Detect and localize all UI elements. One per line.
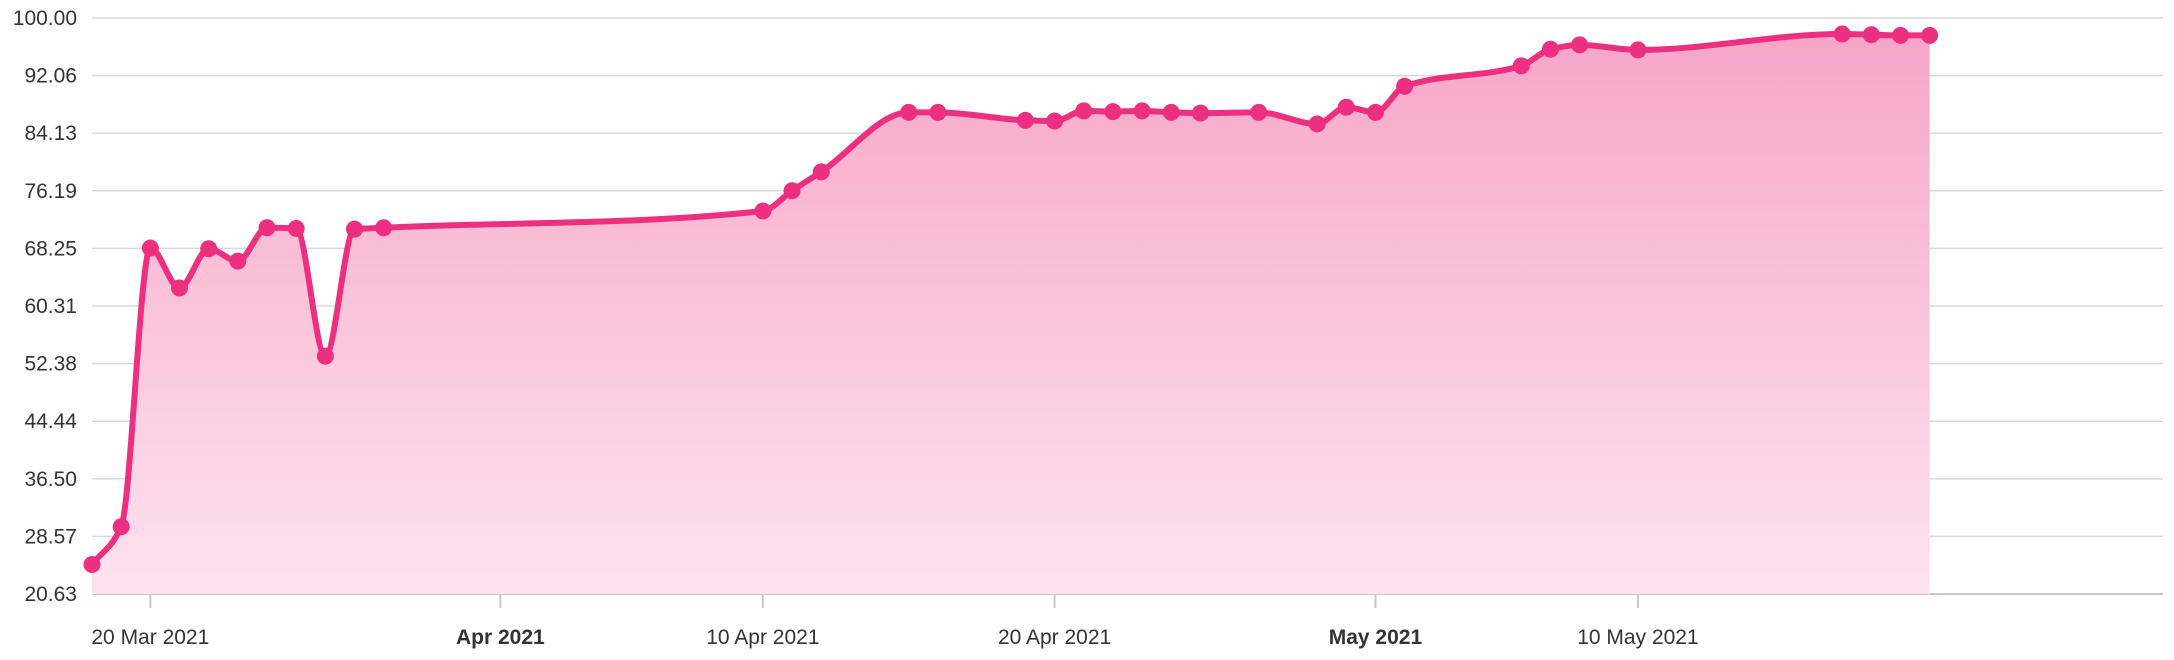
data-point[interactable] [1104,103,1122,121]
series-area [92,33,1930,595]
data-point[interactable] [1162,103,1180,121]
y-tick-label: 52.38 [24,353,77,376]
data-point[interactable] [346,220,364,238]
x-tick-label: 20 Mar 2021 [91,626,209,649]
y-tick-label: 68.25 [24,237,77,260]
data-point[interactable] [1016,111,1034,129]
data-point[interactable] [375,219,393,237]
data-point[interactable] [929,103,947,121]
data-point[interactable] [141,239,159,257]
data-point[interactable] [1921,26,1939,44]
y-tick-label: 20.63 [24,583,77,606]
data-point[interactable] [1862,26,1880,44]
data-point[interactable] [1308,115,1326,133]
data-point[interactable] [1396,77,1414,95]
data-point[interactable] [1571,36,1589,54]
data-point[interactable] [1191,104,1209,122]
data-point[interactable] [1046,112,1064,130]
data-point[interactable] [1833,25,1851,43]
data-point[interactable] [229,252,247,270]
data-point[interactable] [1629,41,1647,59]
data-point[interactable] [1512,57,1530,75]
data-point[interactable] [200,240,218,258]
data-point[interactable] [1075,102,1093,120]
x-tick-label: 20 Apr 2021 [998,626,1111,649]
data-point[interactable] [812,163,830,181]
x-tick-label: 10 Apr 2021 [706,626,819,649]
y-tick-label: 60.31 [24,295,77,318]
y-tick-label: 44.44 [24,410,77,433]
y-axis: 100.00 92.06 84.13 76.19 68.25 60.31 52.38 44.4… [13,7,78,606]
data-point[interactable] [900,103,918,121]
data-point[interactable] [316,347,334,365]
data-point[interactable] [783,182,801,200]
y-tick-label: 84.13 [24,122,77,145]
data-point[interactable] [171,279,189,297]
data-point[interactable] [1250,103,1268,121]
data-point[interactable] [1133,102,1151,120]
x-tick-label: 10 May 2021 [1577,626,1698,649]
y-tick-label: 36.50 [24,468,77,491]
data-point[interactable] [1541,40,1559,58]
data-point[interactable] [258,219,276,237]
x-tick-label: May 2021 [1329,626,1423,649]
data-point[interactable] [1337,98,1355,116]
data-point[interactable] [1891,26,1909,44]
x-tick-label: Apr 2021 [456,626,545,649]
data-point[interactable] [112,518,130,536]
data-point[interactable] [83,555,101,573]
y-tick-label: 92.06 [24,65,77,88]
data-point[interactable] [287,219,305,237]
y-tick-label: 76.19 [24,180,77,203]
x-axis: 20 Mar 2021 Apr 2021 10 Apr 2021 20 Apr 202… [91,594,1699,649]
y-tick-label: 28.57 [24,525,77,548]
data-points [83,25,1939,573]
y-tick-label: 100.00 [13,7,77,30]
data-point[interactable] [1366,103,1384,121]
data-point[interactable] [754,202,772,220]
